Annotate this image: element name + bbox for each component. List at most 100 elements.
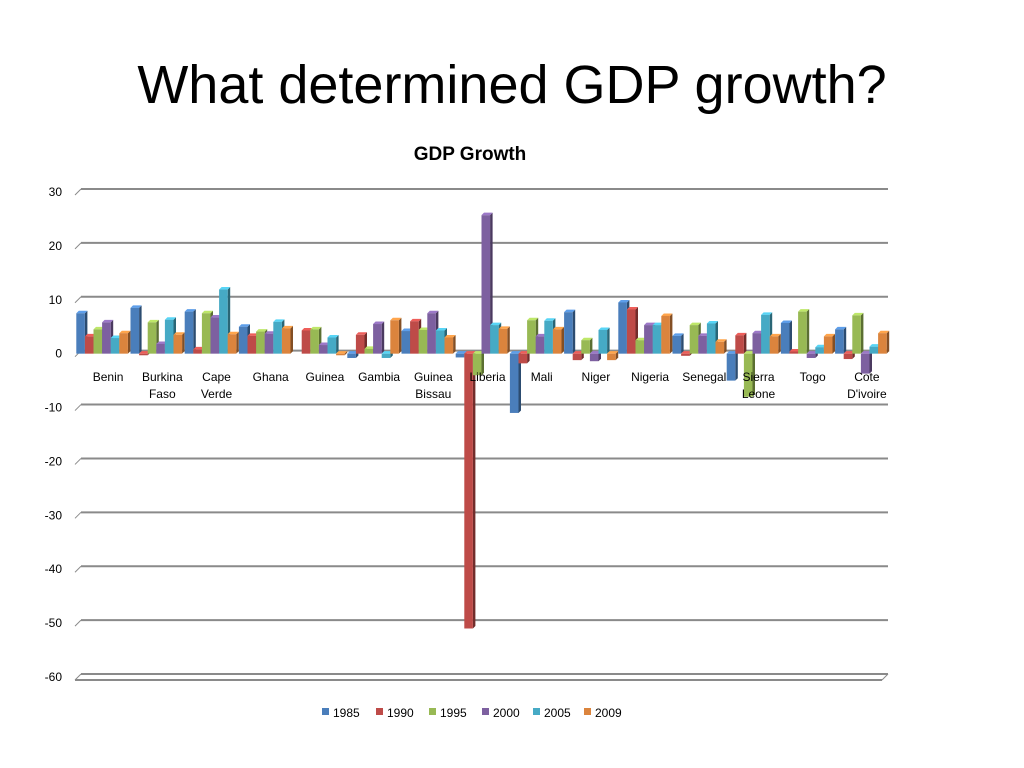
category-label: Benin <box>93 370 124 384</box>
bar-face <box>273 321 282 354</box>
bar <box>518 351 530 364</box>
category-label-line: Burkina <box>142 370 183 384</box>
gridline-depth <box>74 511 82 519</box>
bar-top <box>444 335 456 338</box>
bar-top <box>173 332 185 335</box>
legend: 1985 1990 1995 2000 2005 2009 <box>322 706 622 720</box>
bar-side <box>607 327 610 354</box>
bar <box>598 327 610 354</box>
bar-face <box>706 323 716 354</box>
bar-side <box>869 351 872 374</box>
y-tick-label: -20 <box>45 454 63 468</box>
bar-side <box>290 325 293 354</box>
bar-face <box>219 289 228 354</box>
bar-face <box>401 331 411 354</box>
bar-side <box>381 321 385 354</box>
bar-top <box>752 330 764 334</box>
floor-corner <box>881 673 889 681</box>
bar-face <box>589 353 599 362</box>
bar-top <box>327 335 339 338</box>
bar-face <box>201 313 211 354</box>
bar <box>715 339 727 354</box>
bar-face <box>156 343 165 354</box>
bar-top <box>273 319 285 322</box>
legend-swatch <box>584 708 591 715</box>
bar-face <box>815 347 824 354</box>
bar-face <box>93 329 103 354</box>
category-label: Senegal <box>682 370 726 384</box>
bar <box>464 351 476 629</box>
bar-top <box>464 351 476 354</box>
bar-face <box>427 313 436 354</box>
bar-top <box>110 335 122 339</box>
bar-face <box>147 322 157 354</box>
bar-face <box>490 325 499 354</box>
y-tick-label: 30 <box>49 185 63 199</box>
category-label: Liberia <box>469 370 505 384</box>
bar-face <box>598 329 608 354</box>
bar <box>823 333 835 354</box>
bar-face <box>364 348 374 354</box>
bar-top <box>347 351 359 354</box>
legend-swatch <box>533 708 540 715</box>
category-label: Togo <box>800 370 826 384</box>
bar-top <box>607 351 619 354</box>
bar-face <box>835 329 844 354</box>
bar-face <box>373 324 382 354</box>
bar-side <box>789 320 792 354</box>
bar-face <box>210 317 220 354</box>
bar-face <box>336 353 345 356</box>
y-tick-label: -40 <box>45 562 63 576</box>
bar-top <box>318 342 330 346</box>
bar-top <box>201 310 213 314</box>
bar-top <box>589 351 601 354</box>
bar-side <box>860 312 864 354</box>
bar-face <box>164 319 174 354</box>
bar-side <box>527 351 530 364</box>
bar <box>444 335 456 354</box>
bar-face <box>715 341 725 354</box>
bar-top <box>789 349 801 352</box>
bar-face <box>390 320 399 354</box>
bar-face <box>852 315 861 354</box>
bar-side <box>778 333 781 354</box>
y-tick-label: -60 <box>45 670 63 684</box>
category-label: Niger <box>582 370 611 384</box>
bars <box>76 212 890 629</box>
gridline-depth <box>74 296 82 304</box>
bar-top <box>219 287 231 290</box>
bar <box>498 326 510 354</box>
bar-side <box>344 351 348 356</box>
category-label-line: Ghana <box>253 370 289 384</box>
category-label: Guinea Bissau <box>414 370 453 401</box>
bar-side <box>832 333 835 354</box>
bar-side <box>472 351 476 629</box>
bar-face <box>535 336 545 354</box>
bar <box>769 333 781 354</box>
bar-face <box>173 334 183 354</box>
bar-face <box>672 335 682 354</box>
bar-face <box>381 353 391 358</box>
bar-face <box>878 333 887 354</box>
y-tick-label: 0 <box>55 347 62 361</box>
bar-face <box>455 353 465 358</box>
bar-face <box>626 309 636 354</box>
bar-top <box>535 333 547 337</box>
bar-top <box>102 319 114 323</box>
bar-side <box>561 326 564 354</box>
gridline-depth <box>74 619 82 627</box>
bar-top <box>835 326 847 330</box>
bar-face <box>84 336 94 354</box>
gridline-depth <box>74 242 82 250</box>
category-label: Burkina Faso <box>142 370 183 401</box>
bar-top <box>193 346 205 350</box>
bar-top <box>626 306 638 310</box>
bar-side <box>336 335 339 354</box>
category-label: Nigeria <box>631 370 669 384</box>
bar-top <box>698 333 710 336</box>
bar-side <box>843 326 847 354</box>
bar-face <box>481 215 491 354</box>
bar <box>581 337 593 354</box>
bar-face <box>843 353 853 360</box>
bar-side <box>743 332 747 354</box>
